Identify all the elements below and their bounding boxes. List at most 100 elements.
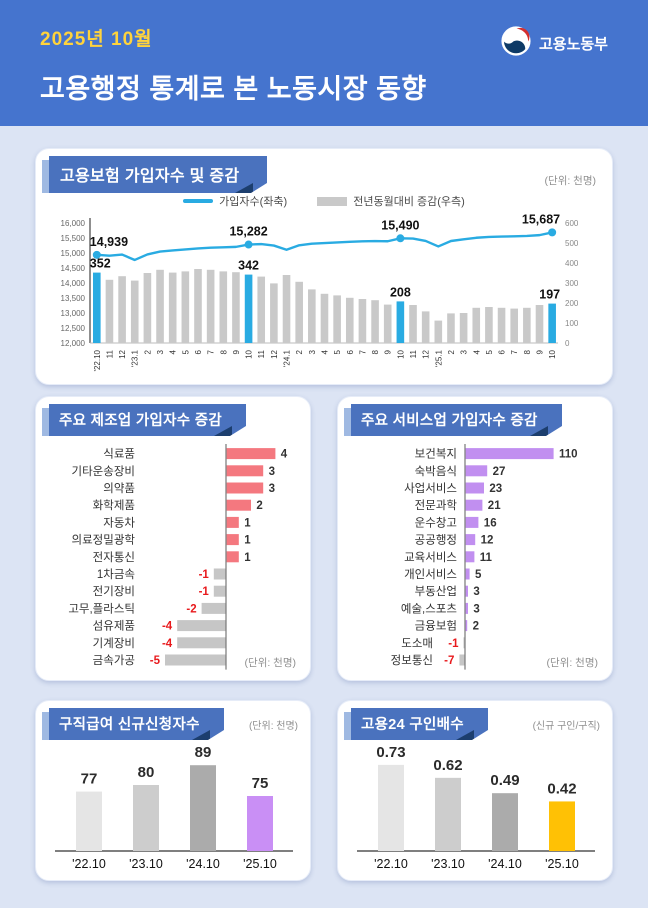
government-emblem-icon bbox=[501, 26, 531, 61]
x-axis-tick: 9 bbox=[232, 349, 241, 354]
bar bbox=[434, 320, 443, 343]
left-axis-tick: 12,000 bbox=[61, 339, 86, 348]
x-axis-label: '24.10 bbox=[186, 857, 220, 871]
bar bbox=[226, 516, 239, 528]
bar bbox=[133, 785, 159, 851]
x-axis-tick: 11 bbox=[409, 349, 418, 358]
value-label: 0.42 bbox=[547, 780, 576, 797]
value-label: 27 bbox=[493, 466, 506, 478]
bar bbox=[206, 269, 215, 343]
badge-strip bbox=[42, 408, 49, 436]
bar bbox=[459, 654, 465, 666]
x-axis-tick: 10 bbox=[245, 349, 254, 358]
left-axis-tick: 14,000 bbox=[61, 279, 86, 288]
bar bbox=[226, 465, 264, 477]
x-axis-label: '22.10 bbox=[72, 857, 106, 871]
bar bbox=[143, 273, 152, 343]
bar bbox=[213, 568, 226, 580]
manufacturing-chart-unit: (단위: 천명) bbox=[244, 657, 296, 669]
bar bbox=[282, 275, 291, 343]
value-label: 75 bbox=[252, 775, 269, 792]
bar bbox=[333, 295, 341, 343]
insurance-chart-card: 고용보험 가입자수 및 증감 (단위: 천명) 가입자수(좌축) 전년동월대비 … bbox=[35, 148, 613, 385]
category-label: 정보통신 bbox=[391, 654, 433, 667]
value-label: 5 bbox=[475, 569, 482, 581]
right-axis-tick: 100 bbox=[565, 319, 579, 328]
bar bbox=[168, 272, 177, 343]
benefit-claims-chart-card: 구직급여 신규신청자수 (단위: 천명) 77 '22.10 80 '23.10 89 '… bbox=[35, 700, 311, 881]
bar bbox=[190, 765, 216, 851]
bar bbox=[156, 269, 164, 343]
bar-value-label: 352 bbox=[90, 257, 111, 271]
value-label: 80 bbox=[138, 764, 155, 781]
bar bbox=[378, 764, 404, 851]
line-swatch-icon bbox=[183, 199, 214, 203]
insurance-chart-title: 고용보험 가입자수 및 증감 bbox=[49, 156, 268, 193]
bar bbox=[232, 272, 240, 343]
bar-value-label: 342 bbox=[238, 259, 259, 273]
category-label: 예술,스포츠 bbox=[401, 602, 457, 615]
value-label: -1 bbox=[199, 586, 210, 598]
category-label: 사업서비스 bbox=[404, 482, 457, 495]
page-title: 고용행정 통계로 본 노동시장 동향 bbox=[40, 74, 427, 104]
category-label: 숙박음식 bbox=[415, 465, 457, 478]
x-axis-label: '23.10 bbox=[129, 857, 163, 871]
value-label: 23 bbox=[489, 483, 502, 495]
line-value-label: 15,687 bbox=[522, 213, 560, 226]
line-point bbox=[244, 240, 253, 249]
category-label: 의료정밀광학 bbox=[72, 534, 136, 547]
services-chart-card: 주요 서비스업 가입자수 증감 보건복지 110 숙박음식 27 사업서비스 23 전문과학… bbox=[337, 396, 613, 681]
job-openings-ratio-card: 고용24 구인배수 (신규 구인/구직) 0.73 '22.10 0.62 '23.1… bbox=[337, 700, 613, 881]
bar bbox=[358, 299, 367, 343]
bar bbox=[465, 602, 468, 614]
bar bbox=[465, 620, 468, 632]
job-openings-ratio-title: 고용24 구인배수 bbox=[351, 708, 488, 740]
value-label: -7 bbox=[444, 655, 454, 667]
category-label: 보건복지 bbox=[415, 448, 457, 461]
bar bbox=[465, 448, 554, 460]
left-axis-tick: 13,000 bbox=[61, 309, 86, 318]
value-label: 1 bbox=[244, 552, 251, 564]
bar bbox=[308, 289, 316, 343]
line-value-label: 14,939 bbox=[90, 235, 128, 249]
x-axis-tick: 11 bbox=[105, 349, 114, 358]
category-label: 의약품 bbox=[103, 481, 135, 495]
x-axis-label: '24.10 bbox=[488, 857, 522, 871]
job-openings-ratio-chart: 0.73 '22.10 0.62 '23.10 0.49 '24.10 0.42 '25.10 bbox=[357, 747, 595, 871]
value-label: 4 bbox=[281, 449, 288, 461]
x-axis-tick: 7 bbox=[510, 349, 519, 354]
value-label: -1 bbox=[199, 569, 210, 581]
legend-bar-label: 전년동월대비 증감(우측) bbox=[353, 196, 465, 208]
bar bbox=[383, 304, 392, 343]
manufacturing-bar-chart: 식료품 4 기타운송장비 3 의약품 3 화학제품 2 자동차 1 의료정밀광학 1 전자통신 1 1차금속… bbox=[68, 444, 288, 670]
badge-strip bbox=[42, 712, 49, 740]
x-axis-tick: 8 bbox=[219, 349, 228, 354]
x-axis-tick: 6 bbox=[346, 349, 355, 354]
bar bbox=[76, 791, 102, 851]
bar bbox=[213, 585, 226, 597]
bar bbox=[465, 534, 476, 546]
bar bbox=[177, 637, 226, 649]
highlight-bar bbox=[93, 272, 101, 343]
badge-strip bbox=[42, 160, 49, 193]
bar bbox=[459, 313, 468, 343]
category-label: 전기장비 bbox=[93, 585, 135, 598]
bar bbox=[130, 280, 139, 343]
bar bbox=[257, 276, 266, 343]
services-chart-title: 주요 서비스업 가입자수 증감 bbox=[351, 404, 562, 436]
bar bbox=[492, 793, 518, 851]
line-point bbox=[396, 234, 405, 243]
insurance-combo-chart: 16,000 15,500 15,000 14,500 14,000 13,500 13,0… bbox=[61, 213, 579, 372]
x-axis-label: '25.10 bbox=[243, 857, 277, 871]
bar bbox=[463, 637, 465, 649]
ministry-logo: 고용노동부 bbox=[501, 26, 608, 61]
x-axis-tick: 7 bbox=[207, 349, 216, 354]
x-axis-tick: 5 bbox=[333, 349, 342, 354]
bar bbox=[177, 620, 226, 632]
badge-strip bbox=[344, 408, 351, 436]
ministry-name: 고용노동부 bbox=[538, 36, 608, 53]
bar bbox=[421, 311, 430, 343]
value-label: 2 bbox=[256, 500, 262, 512]
left-axis-tick: 12,500 bbox=[61, 324, 86, 333]
